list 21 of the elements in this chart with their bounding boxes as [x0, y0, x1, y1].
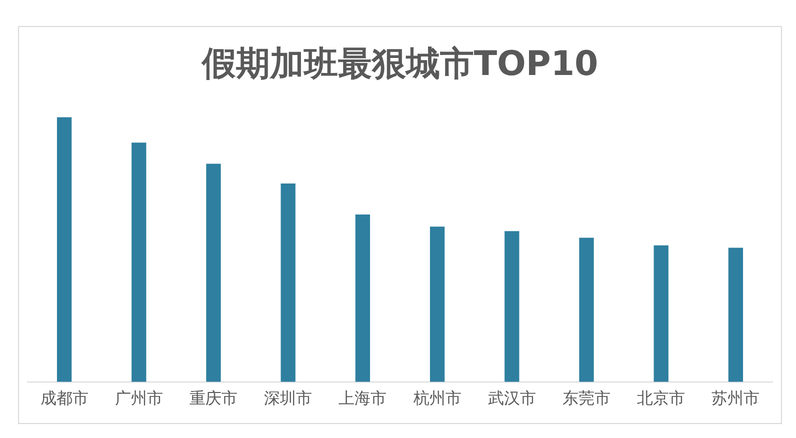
bar [430, 226, 445, 382]
bar [579, 238, 594, 382]
x-tick-label: 深圳市 [264, 388, 312, 408]
bar [206, 164, 221, 382]
x-tick-label: 成都市 [40, 388, 88, 408]
x-tick-label: 上海市 [338, 388, 387, 408]
bar [654, 245, 668, 382]
bar [504, 231, 520, 382]
x-tick-label: 武汉市 [488, 388, 536, 408]
bar [355, 214, 370, 382]
bar [280, 184, 296, 382]
x-tick-label: 广州市 [114, 388, 163, 408]
x-tick-label: 苏州市 [712, 388, 760, 408]
bar [132, 142, 146, 382]
bar [728, 248, 744, 382]
x-tick-label: 杭州市 [412, 388, 462, 408]
x-tick-label: 东莞市 [562, 388, 610, 408]
bar [56, 117, 72, 382]
x-tick-label: 北京市 [637, 388, 686, 408]
x-tick-label: 重庆市 [190, 388, 238, 408]
chart-title: 假期加班最狠城市TOP10 [200, 43, 600, 86]
